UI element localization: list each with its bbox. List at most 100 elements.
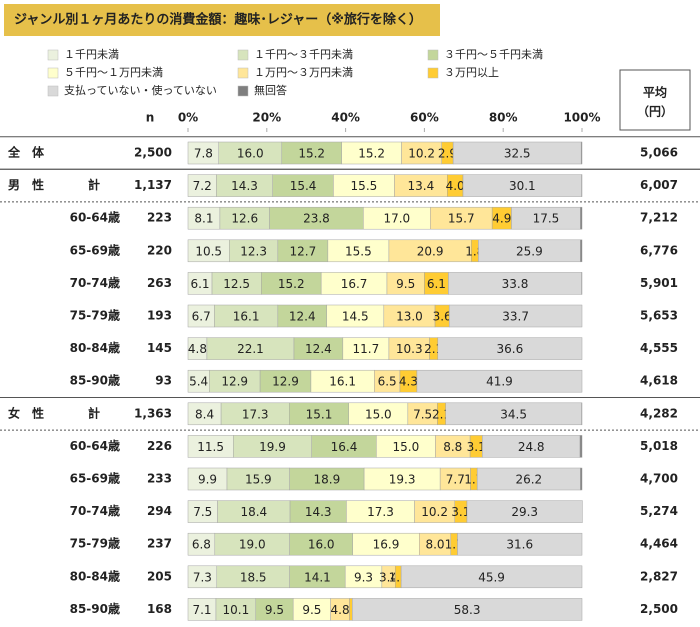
value-label: 11.5	[197, 440, 224, 454]
group-label: 女 性	[8, 405, 44, 420]
value-label: 12.9	[221, 375, 248, 389]
mean-unit: （円）	[637, 104, 673, 119]
row-label: 80-84歳	[70, 340, 120, 355]
value-label: 16.4	[331, 440, 358, 454]
value-label: 18.4	[240, 505, 267, 519]
value-label: 15.2	[298, 147, 325, 161]
value-label: 3.4	[379, 570, 398, 584]
legend-label: １千円～３千円未満	[254, 48, 353, 61]
chart-title: ジャンル別１ヶ月あたりの消費金額：趣味･レジャー（※旅行を除く）	[14, 12, 422, 28]
value-label: 16.7	[341, 277, 368, 291]
value-label: 12.9	[272, 375, 299, 389]
x-tick-label: 40%	[331, 111, 360, 125]
legend-label: ５千円～１万円未満	[64, 66, 163, 79]
legend-label: 無回答	[254, 83, 287, 97]
value-label: 36.6	[497, 342, 524, 356]
value-label: 15.0	[365, 407, 392, 421]
legend-label: １万円～３万円未満	[254, 66, 353, 79]
value-label: 31.6	[506, 538, 533, 552]
bar-segment	[580, 467, 583, 491]
value-label: 6.7	[192, 310, 211, 324]
n-value: 220	[147, 243, 172, 257]
bar-segment	[580, 206, 583, 230]
mean-header: 平均	[643, 85, 667, 100]
n-value: 205	[147, 569, 172, 583]
row-label: 70-74歳	[70, 503, 120, 518]
value-label: 33.7	[502, 310, 529, 324]
value-label: 8.8	[443, 440, 462, 454]
value-label: 58.3	[454, 603, 481, 617]
value-label: 3.1	[467, 440, 486, 454]
x-tick-label: 60%	[410, 111, 439, 125]
n-value: 145	[147, 341, 172, 355]
value-label: 15.5	[351, 179, 378, 193]
value-label: 7.1	[192, 603, 211, 617]
bar-segment	[457, 532, 583, 556]
mean-value: 5,901	[640, 276, 678, 290]
n-value: 2,500	[134, 146, 172, 160]
value-label: 15.4	[290, 179, 317, 193]
value-label: 22.1	[237, 342, 264, 356]
row-label: 計	[88, 405, 100, 420]
legend-swatch	[237, 49, 249, 61]
legend-swatch	[47, 85, 59, 97]
value-label: 8.1	[194, 212, 213, 226]
x-tick-label: 100%	[563, 111, 600, 125]
legend-swatch	[47, 67, 59, 79]
value-label: 12.4	[289, 310, 316, 324]
x-tick-label: 80%	[489, 111, 518, 125]
mean-value: 4,618	[640, 374, 678, 388]
mean-value: 6,776	[640, 243, 678, 257]
mean-value: 4,700	[640, 472, 678, 486]
value-label: 10.3	[396, 342, 423, 356]
n-value: 1,137	[134, 178, 172, 192]
row-label: 75-79歳	[70, 308, 120, 323]
n-value: 1,363	[134, 406, 172, 420]
row-label: 75-79歳	[70, 536, 120, 551]
n-value: 226	[147, 439, 172, 453]
value-label: 41.9	[486, 375, 513, 389]
mean-value: 5,653	[640, 309, 678, 323]
n-header: n	[146, 111, 155, 125]
value-label: 13.0	[396, 310, 423, 324]
bar-segment	[400, 565, 583, 589]
n-value: 237	[147, 537, 172, 551]
value-label: 14.5	[342, 310, 369, 324]
n-value: 294	[147, 504, 172, 518]
n-value: 233	[147, 472, 172, 486]
mean-value: 2,500	[640, 602, 678, 616]
value-label: 15.7	[448, 212, 475, 226]
mean-value: 2,827	[640, 569, 678, 583]
value-label: 9.5	[302, 603, 321, 617]
row-label: 60-64歳	[70, 438, 120, 453]
value-label: 24.8	[518, 440, 545, 454]
value-label: 17.5	[533, 212, 560, 226]
row-label: 80-84歳	[70, 568, 120, 583]
value-label: 10.2	[421, 505, 448, 519]
row-label: 60-64歳	[70, 210, 120, 225]
row-label: 85-90歳	[70, 601, 120, 616]
value-label: 9.3	[354, 570, 373, 584]
x-tick-label: 20%	[252, 111, 281, 125]
bar-segment	[437, 337, 583, 360]
value-label: 9.5	[265, 603, 284, 617]
n-value: 93	[155, 374, 172, 388]
value-label: 4.3	[399, 375, 418, 389]
value-label: 16.9	[373, 538, 400, 552]
value-label: 15.1	[306, 407, 333, 421]
title-banner	[4, 4, 440, 36]
value-label: 6.1	[427, 277, 446, 291]
value-label: 14.1	[304, 570, 331, 584]
value-label: 4.0	[446, 179, 465, 193]
value-label: 6.5	[378, 375, 397, 389]
bar-segment	[416, 369, 583, 393]
value-label: 3.6	[433, 310, 452, 324]
bar-segment	[580, 141, 583, 165]
value-label: 12.7	[289, 244, 316, 258]
value-label: 8.0	[425, 538, 444, 552]
value-label: 12.4	[305, 342, 332, 356]
legend-label: ３万円以上	[444, 66, 499, 79]
value-label: 4.8	[331, 603, 350, 617]
value-label: 7.5	[413, 407, 432, 421]
value-label: 23.8	[303, 212, 330, 226]
